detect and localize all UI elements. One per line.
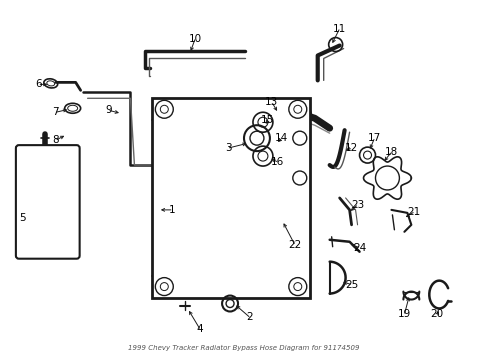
Text: 10: 10 (188, 33, 202, 44)
Text: 22: 22 (287, 240, 301, 250)
Text: 4: 4 (197, 324, 203, 334)
Text: 15: 15 (261, 115, 274, 125)
Text: 1: 1 (169, 205, 175, 215)
Text: 21: 21 (407, 207, 420, 217)
Text: 14: 14 (275, 133, 288, 143)
Text: 25: 25 (344, 280, 358, 289)
Text: 20: 20 (430, 310, 443, 319)
Text: 11: 11 (332, 24, 346, 33)
Text: 13: 13 (264, 97, 278, 107)
Text: 9: 9 (105, 105, 112, 115)
Text: 12: 12 (344, 143, 358, 153)
Text: 1999 Chevy Tracker Radiator Bypass Hose Diagram for 91174509: 1999 Chevy Tracker Radiator Bypass Hose … (128, 345, 359, 351)
Text: 2: 2 (246, 312, 253, 323)
Text: 8: 8 (52, 135, 59, 145)
Text: 24: 24 (352, 243, 366, 253)
Text: 5: 5 (20, 213, 26, 223)
Text: 3: 3 (224, 143, 231, 153)
Text: 16: 16 (271, 157, 284, 167)
Text: 7: 7 (52, 107, 59, 117)
Text: 23: 23 (350, 200, 364, 210)
Text: 18: 18 (384, 147, 397, 157)
Text: 6: 6 (36, 79, 42, 89)
Text: 19: 19 (397, 310, 410, 319)
Text: 17: 17 (367, 133, 380, 143)
FancyBboxPatch shape (16, 145, 80, 259)
Bar (152, 98, 309, 298)
